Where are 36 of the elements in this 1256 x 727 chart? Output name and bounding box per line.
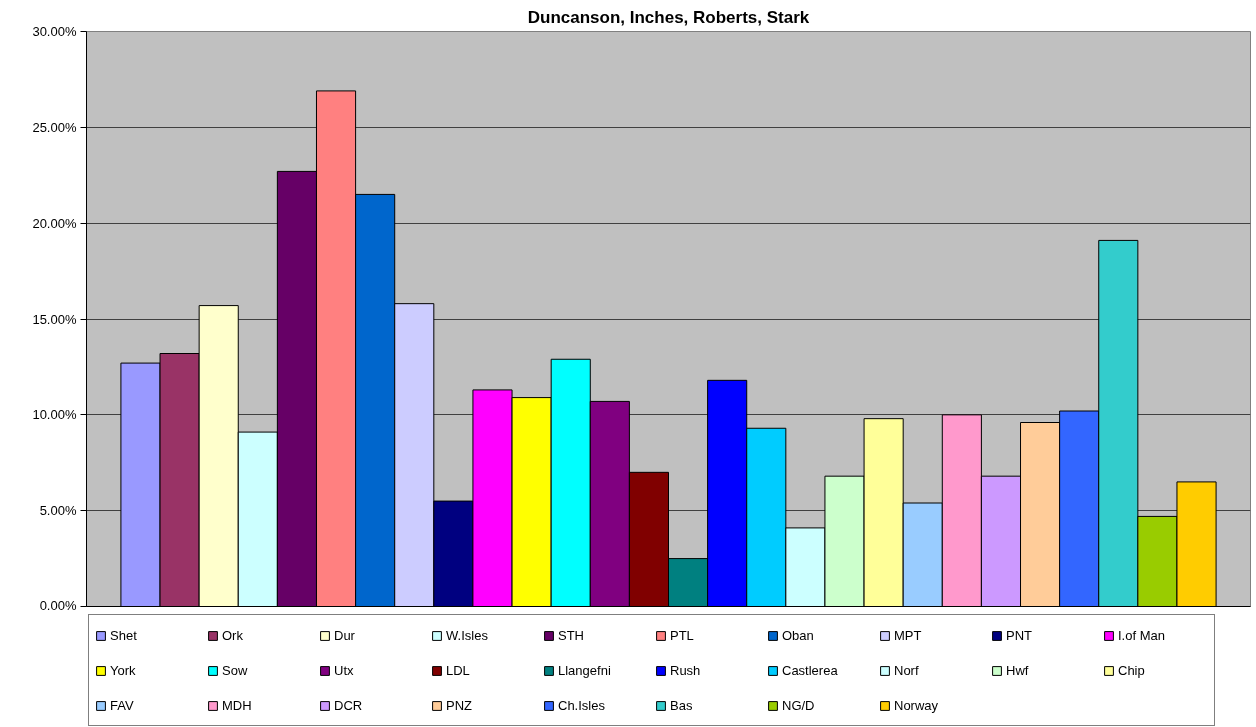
- legend-label: Ch.Isles: [558, 696, 606, 715]
- legend-label: I.of Man: [1118, 626, 1166, 645]
- chart-title: Duncanson, Inches, Roberts, Stark: [527, 7, 810, 27]
- legend-label: Shet: [110, 626, 138, 645]
- y-tick-label: 5.00%: [39, 503, 77, 519]
- legend-label: Norway: [894, 696, 940, 715]
- y-tick-label: 0.00%: [39, 597, 77, 613]
- y-tick-label: 10.00%: [32, 407, 77, 423]
- legend-label: PTL: [670, 626, 695, 645]
- legend-label: PNZ: [446, 696, 473, 715]
- legend-label: W.Isles: [446, 626, 489, 645]
- legend-label: MPT: [894, 626, 923, 645]
- legend-label: Utx: [334, 661, 355, 680]
- y-tick-label: 15.00%: [32, 311, 77, 327]
- legend-label: Bas: [670, 696, 694, 715]
- legend-label: Castlerea: [782, 661, 839, 680]
- legend-label: York: [110, 661, 137, 680]
- y-tick-label: 25.00%: [32, 119, 77, 135]
- legend-label: FAV: [110, 696, 135, 715]
- legend-label: Rush: [670, 661, 702, 680]
- legend-label: PNT: [1006, 626, 1033, 645]
- y-tick-label: 20.00%: [32, 215, 77, 231]
- legend-label: MDH: [222, 696, 253, 715]
- y-tick-label: 30.00%: [32, 24, 77, 39]
- legend-label: STH: [558, 626, 585, 645]
- legend-label: Ork: [222, 626, 244, 645]
- legend-label: DCR: [334, 696, 364, 715]
- legend-label: Sow: [222, 661, 249, 680]
- legend-label: Oban: [782, 626, 815, 645]
- legend-label: Llangefni: [558, 661, 612, 680]
- legend-label: NG/D: [782, 696, 816, 715]
- legend-label: Hwf: [1006, 661, 1030, 680]
- legend-label: Chip: [1118, 661, 1146, 680]
- legend-label: LDL: [446, 661, 471, 680]
- legend-label: Norf: [894, 661, 920, 680]
- legend-label: Dur: [334, 626, 356, 645]
